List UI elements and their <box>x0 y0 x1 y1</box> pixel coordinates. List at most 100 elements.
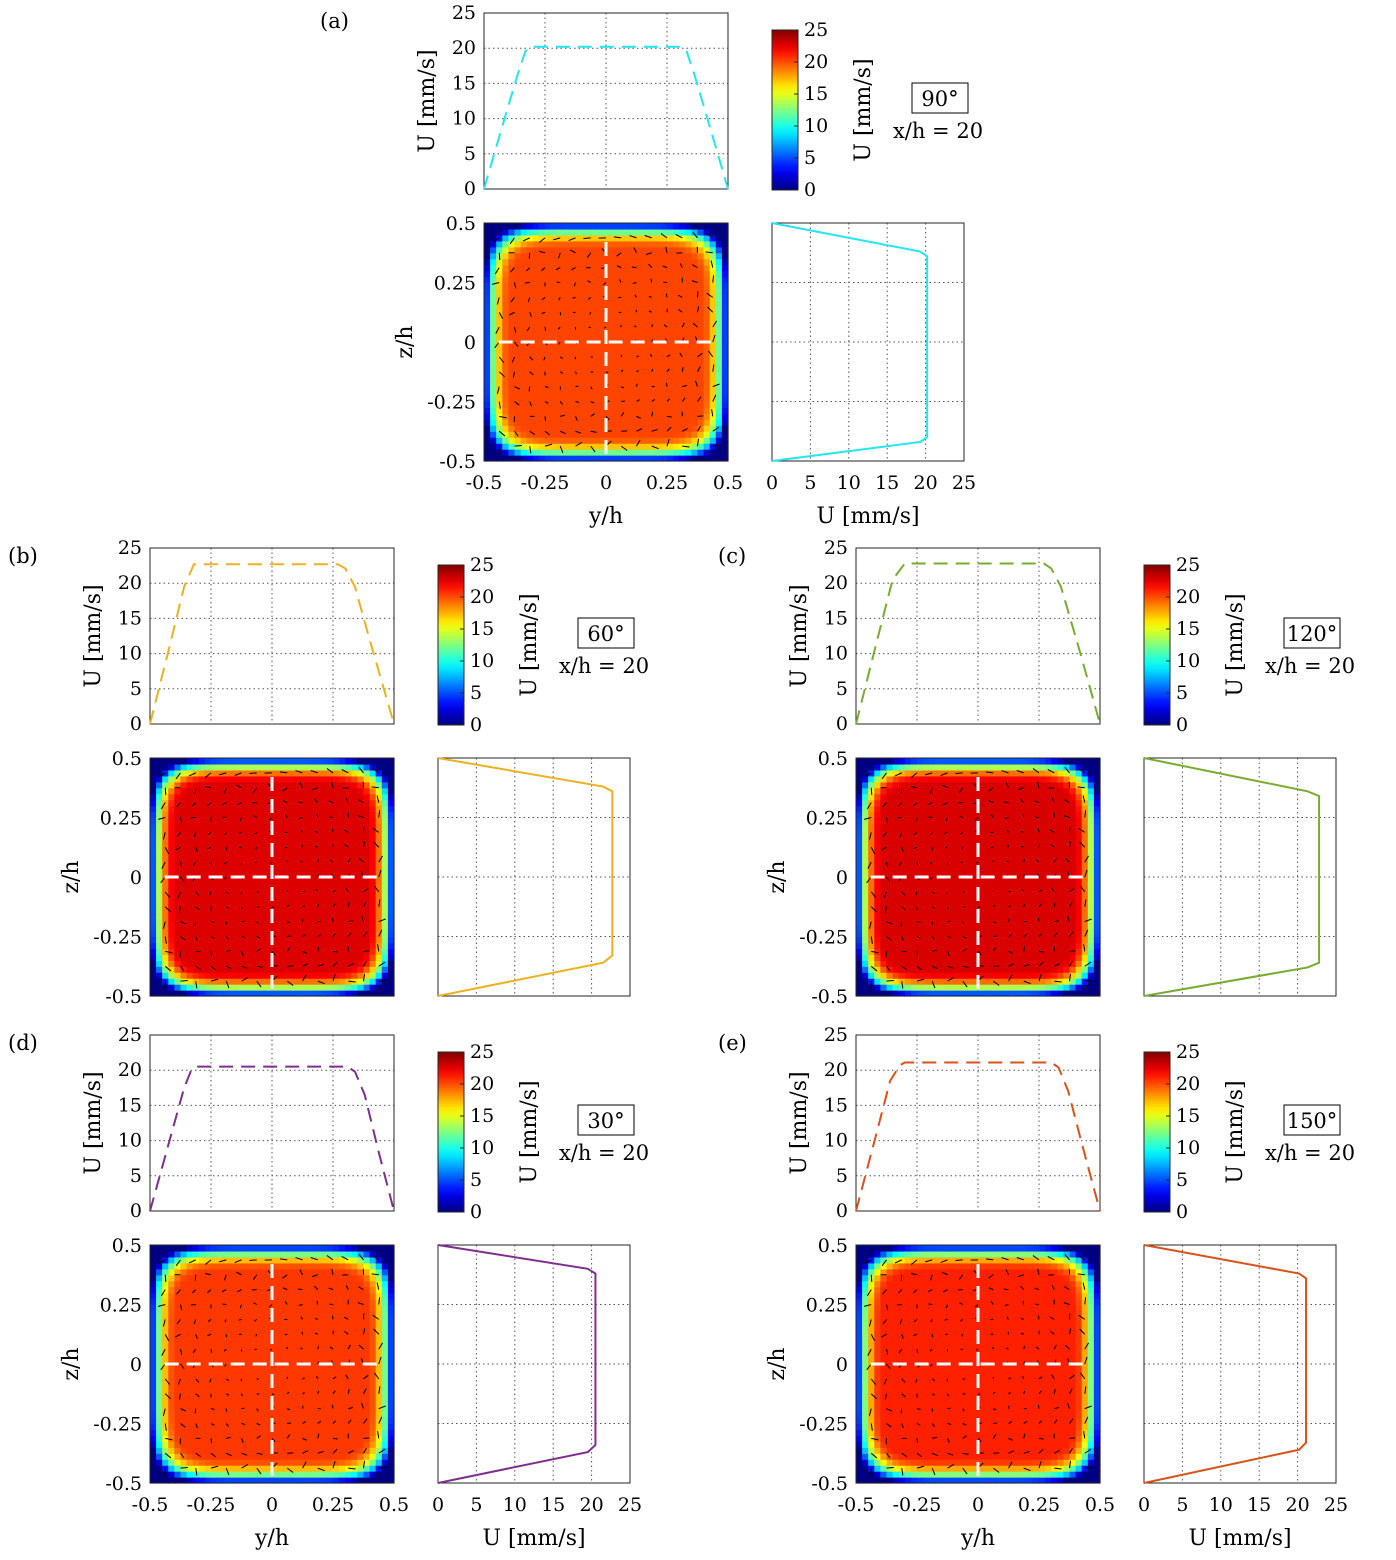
heatmap-cell <box>618 324 625 331</box>
heatmap-cell <box>612 443 619 450</box>
heatmap-cell <box>953 847 961 854</box>
heatmap-cell <box>253 960 261 967</box>
heatmap-cell <box>502 330 509 337</box>
heatmap-cell <box>624 443 631 450</box>
heatmap-cell <box>618 234 625 242</box>
heatmap-cell <box>204 859 212 866</box>
heatmap-cell <box>168 763 175 771</box>
heatmap-cell <box>278 924 285 932</box>
heatmap-cell <box>599 389 607 397</box>
heatmap-cell <box>929 763 936 771</box>
heatmap-cell <box>1002 829 1010 836</box>
heatmap-cell <box>581 252 589 260</box>
angle-label: 90° <box>921 87 958 111</box>
heatmap-cell <box>874 894 881 902</box>
heatmap-cell <box>868 912 875 920</box>
heatmap-cell <box>333 758 340 765</box>
heatmap-cell <box>685 324 692 331</box>
heatmap-cell <box>223 835 230 842</box>
heatmap-cell <box>526 359 534 367</box>
colorbar-gradient <box>1143 564 1171 726</box>
heatmap-cell <box>685 377 692 385</box>
heatmap-cell <box>180 811 188 819</box>
heatmap-cell <box>296 823 304 830</box>
velocity-vector <box>494 267 500 275</box>
heatmap-cell <box>278 817 285 825</box>
heatmap-cell <box>198 841 206 848</box>
heatmap-cell <box>697 234 705 242</box>
heatmap-cell <box>241 942 249 949</box>
heatmap-cell <box>168 787 175 795</box>
heatmap-cell <box>545 395 552 403</box>
velocity-vector <box>666 415 672 418</box>
velocity-vector <box>299 782 303 788</box>
heatmap-cell <box>673 306 680 313</box>
heatmap-cell <box>551 395 558 403</box>
heatmap-cell <box>339 799 346 807</box>
heatmap-cell <box>247 859 255 866</box>
heatmap-cell <box>715 246 723 254</box>
heatmap-cell <box>1008 900 1016 908</box>
heatmap-cell <box>508 306 516 313</box>
heatmap-cell <box>217 942 224 949</box>
heatmap-cell <box>247 787 255 795</box>
heatmap-cell <box>278 781 285 789</box>
heatmap-cell <box>150 769 157 777</box>
heatmap-cell <box>302 781 310 789</box>
heatmap-cell <box>532 419 540 426</box>
heatmap-cell <box>947 799 955 807</box>
heatmap-cell <box>917 972 924 979</box>
heatmap-cell <box>526 300 534 307</box>
heatmap-cell <box>886 924 894 932</box>
heatmap-cell <box>892 781 900 789</box>
heatmap-cell <box>369 942 377 949</box>
heatmap-cell <box>654 371 662 379</box>
heatmap-cell <box>923 960 930 967</box>
zh-tick-label: -0.25 <box>93 927 142 949</box>
heatmap-cell <box>630 353 638 361</box>
heatmap-cell <box>929 936 936 944</box>
heatmap-cell <box>563 383 570 391</box>
heatmap-cell <box>984 871 991 878</box>
heatmap-cell <box>369 871 377 878</box>
heatmap-cell <box>721 240 729 248</box>
heatmap-cell <box>697 336 705 343</box>
heatmap-cell <box>259 871 267 878</box>
heatmap-cell <box>235 930 243 938</box>
velocity-vector <box>256 948 261 952</box>
heatmap-cell <box>520 431 528 438</box>
heatmap-cell <box>490 395 497 403</box>
heatmap-cell <box>484 395 491 403</box>
heatmap-cell <box>630 377 638 385</box>
heatmap-cell <box>886 871 894 878</box>
heatmap-cell <box>593 270 601 278</box>
heatmap-cell <box>978 847 985 854</box>
heatmap-cell <box>953 865 961 872</box>
heatmap-cell <box>1014 888 1022 896</box>
heatmap-cell <box>874 835 881 842</box>
heatmap-cell <box>217 799 224 807</box>
heatmap-cell <box>935 758 942 765</box>
heatmap-cell <box>211 877 218 884</box>
heatmap-cell <box>296 906 304 914</box>
heatmap-cell <box>563 395 570 403</box>
heatmap-cell <box>721 455 729 462</box>
heatmap-cell <box>971 793 979 801</box>
heatmap-cell <box>272 918 279 926</box>
heatmap-cell <box>357 859 365 866</box>
heatmap-cell <box>965 871 973 878</box>
heatmap-cell <box>917 829 924 836</box>
heatmap-cell <box>186 900 194 908</box>
heatmap-cell <box>654 353 662 361</box>
heatmap-cell <box>223 954 230 961</box>
heatmap-cell <box>1002 817 1010 825</box>
heatmap-cell <box>253 954 261 961</box>
heatmap-cell <box>308 984 316 991</box>
heatmap-cell <box>302 758 310 765</box>
heatmap-cell <box>211 775 218 783</box>
heatmap-cell <box>180 865 188 872</box>
velocity-vector <box>282 800 288 804</box>
heatmap-cell <box>526 318 534 325</box>
heatmap-cell <box>886 966 894 973</box>
heatmap-cell <box>978 775 985 783</box>
